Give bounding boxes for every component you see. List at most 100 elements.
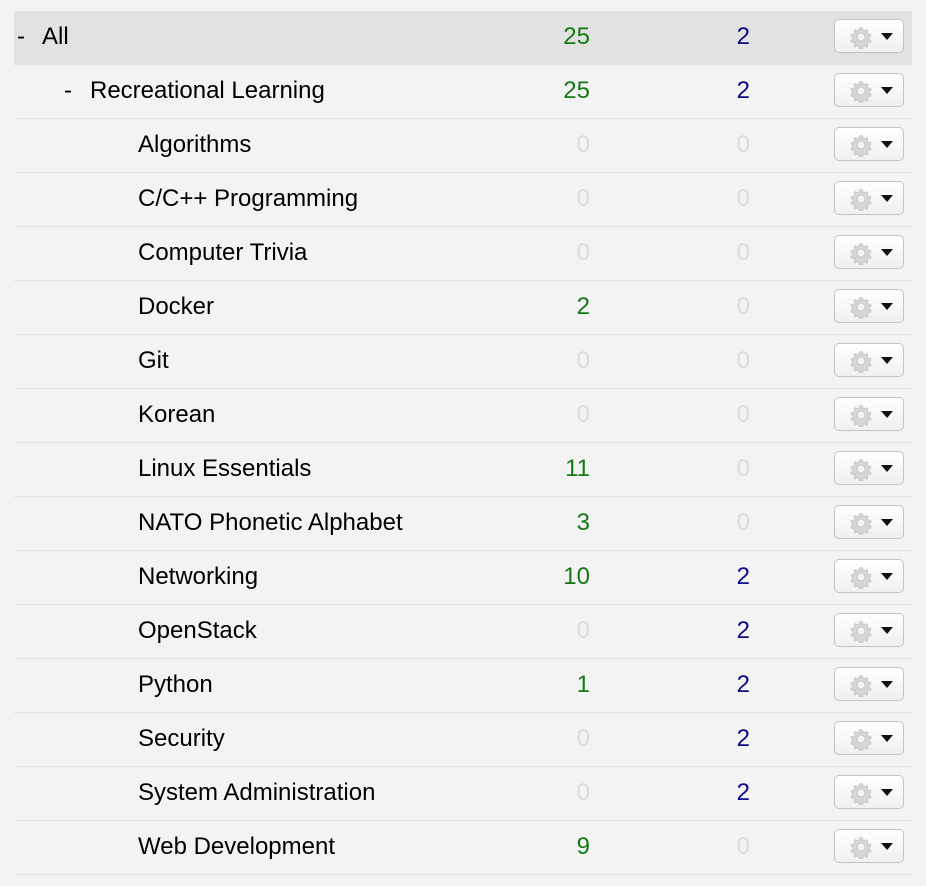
deck-options-button[interactable] <box>834 559 904 593</box>
due-count: 0 <box>736 347 750 374</box>
deck-options-button[interactable] <box>834 775 904 809</box>
new-count: 10 <box>563 563 590 590</box>
deck-options-button[interactable] <box>834 19 904 53</box>
gear-icon <box>850 729 872 751</box>
deck-options-button[interactable] <box>834 73 904 107</box>
caret-down-icon <box>881 789 893 796</box>
gear-icon <box>850 675 872 697</box>
new-count: 0 <box>576 347 590 374</box>
new-count: 0 <box>576 617 590 644</box>
due-count: 0 <box>736 239 750 266</box>
deck-name-link[interactable]: Docker <box>138 293 215 320</box>
gear-icon <box>850 81 872 103</box>
deck-options-button[interactable] <box>834 127 904 161</box>
gear-icon <box>850 783 872 805</box>
deck-options-button[interactable] <box>834 235 904 269</box>
caret-down-icon <box>881 357 893 364</box>
deck-options-button[interactable] <box>834 829 904 863</box>
caret-down-icon <box>881 735 893 742</box>
caret-down-icon <box>881 33 893 40</box>
deck-options-button[interactable] <box>834 721 904 755</box>
deck-options-button[interactable] <box>834 451 904 485</box>
caret-down-icon <box>881 249 893 256</box>
due-count: 0 <box>736 833 750 860</box>
deck-row-6: Git 0 0 <box>14 335 912 389</box>
new-count: 0 <box>576 239 590 266</box>
gear-icon <box>850 459 872 481</box>
deck-name-link[interactable]: Korean <box>138 401 216 428</box>
deck-name-link[interactable]: All <box>42 23 69 50</box>
deck-row-14: System Administration 0 2 <box>14 767 912 821</box>
deck-name-link[interactable]: Git <box>138 347 169 374</box>
deck-options-button[interactable] <box>834 289 904 323</box>
caret-down-icon <box>881 465 893 472</box>
deck-options-button[interactable] <box>834 181 904 215</box>
deck-row-5: Docker 2 0 <box>14 281 912 335</box>
gear-icon <box>850 27 872 49</box>
new-count: 3 <box>576 509 590 536</box>
new-count: 0 <box>576 779 590 806</box>
deck-row-8: Linux Essentials 11 0 <box>14 443 912 497</box>
due-count: 0 <box>736 509 750 536</box>
deck-list: - All 25 2 - Recreational Learning 25 2 <box>14 11 912 875</box>
gear-icon <box>850 567 872 589</box>
new-count: 1 <box>576 671 590 698</box>
new-count: 11 <box>565 455 590 482</box>
due-count: 2 <box>736 779 750 806</box>
due-count: 0 <box>736 401 750 428</box>
deck-options-button[interactable] <box>834 397 904 431</box>
deck-row-7: Korean 0 0 <box>14 389 912 443</box>
gear-icon <box>850 513 872 535</box>
new-count: 25 <box>563 23 590 50</box>
due-count: 0 <box>736 455 750 482</box>
deck-name-link[interactable]: Python <box>138 671 213 698</box>
deck-name-link[interactable]: OpenStack <box>138 617 257 644</box>
due-count: 2 <box>736 23 750 50</box>
deck-name-link[interactable]: Linux Essentials <box>138 455 312 482</box>
gear-icon <box>850 135 872 157</box>
collapse-toggle[interactable]: - <box>64 77 72 104</box>
new-count: 25 <box>563 77 590 104</box>
deck-options-button[interactable] <box>834 667 904 701</box>
deck-name-link[interactable]: Computer Trivia <box>138 239 308 266</box>
deck-name-link[interactable]: Recreational Learning <box>90 77 325 104</box>
deck-name-link[interactable]: Web Development <box>138 833 335 860</box>
gear-icon <box>850 297 872 319</box>
caret-down-icon <box>881 627 893 634</box>
deck-options-button[interactable] <box>834 343 904 377</box>
deck-options-button[interactable] <box>834 613 904 647</box>
new-count: 0 <box>576 131 590 158</box>
caret-down-icon <box>881 681 893 688</box>
gear-icon <box>850 351 872 373</box>
deck-row-12: Python 1 2 <box>14 659 912 713</box>
new-count: 2 <box>576 293 590 320</box>
due-count: 0 <box>736 293 750 320</box>
gear-icon <box>850 405 872 427</box>
caret-down-icon <box>881 843 893 850</box>
deck-name-link[interactable]: NATO Phonetic Alphabet <box>138 509 403 536</box>
deck-row-1: - Recreational Learning 25 2 <box>14 65 912 119</box>
due-count: 2 <box>736 671 750 698</box>
deck-options-button[interactable] <box>834 505 904 539</box>
deck-name-link[interactable]: System Administration <box>138 779 376 806</box>
caret-down-icon <box>881 303 893 310</box>
due-count: 2 <box>736 563 750 590</box>
due-count: 2 <box>736 725 750 752</box>
deck-row-15: Web Development 9 0 <box>14 821 912 875</box>
deck-row-10: Networking 10 2 <box>14 551 912 605</box>
deck-name-link[interactable]: Networking <box>138 563 259 590</box>
new-count: 0 <box>576 401 590 428</box>
deck-name-link[interactable]: Algorithms <box>138 131 252 158</box>
deck-row-0: - All 25 2 <box>14 11 912 65</box>
gear-icon <box>850 621 872 643</box>
deck-name-link[interactable]: C/C++ Programming <box>138 185 359 212</box>
collapse-toggle[interactable]: - <box>17 23 25 50</box>
gear-icon <box>850 243 872 265</box>
new-count: 0 <box>576 725 590 752</box>
deck-row-2: Algorithms 0 0 <box>14 119 912 173</box>
deck-row-3: C/C++ Programming 0 0 <box>14 173 912 227</box>
deck-name-link[interactable]: Security <box>138 725 225 752</box>
caret-down-icon <box>881 195 893 202</box>
deck-row-11: OpenStack 0 2 <box>14 605 912 659</box>
deck-row-9: NATO Phonetic Alphabet 3 0 <box>14 497 912 551</box>
